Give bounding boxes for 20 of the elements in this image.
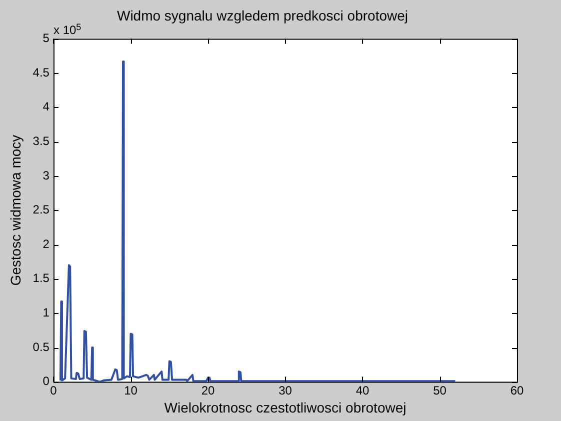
x-tick-label: 40 xyxy=(356,383,370,398)
y-tick-label: 0.5 xyxy=(32,340,50,354)
y-tick-label: 4.5 xyxy=(32,65,50,80)
chart-title: Widmo sygnalu wzgledem predkosci obrotowej xyxy=(116,7,408,24)
y-tick-label: 4 xyxy=(42,100,50,114)
y-tick-label: 2.5 xyxy=(32,202,50,217)
y-tick-label: 0 xyxy=(42,374,50,388)
y-tick-label: 5 xyxy=(42,31,50,46)
x-axis-title: Wielokrotnosc czestotliwosci obrotowej xyxy=(164,399,406,416)
y-tick-label: 3 xyxy=(42,168,50,182)
x-tick-label: 60 xyxy=(510,383,524,398)
y-tick-label: 1.5 xyxy=(32,271,50,286)
y-tick-label: 3.5 xyxy=(32,134,50,148)
y-axis-title: Gestosc widmowa mocy xyxy=(7,134,24,286)
y-tick-label: 2 xyxy=(42,236,50,251)
x-tick-label: 30 xyxy=(278,383,292,398)
x-tick-label: 20 xyxy=(201,383,215,398)
x-tick-label: 10 xyxy=(124,383,138,398)
y-tick-label: 1 xyxy=(42,306,50,320)
x-tick-label: 50 xyxy=(433,383,447,398)
